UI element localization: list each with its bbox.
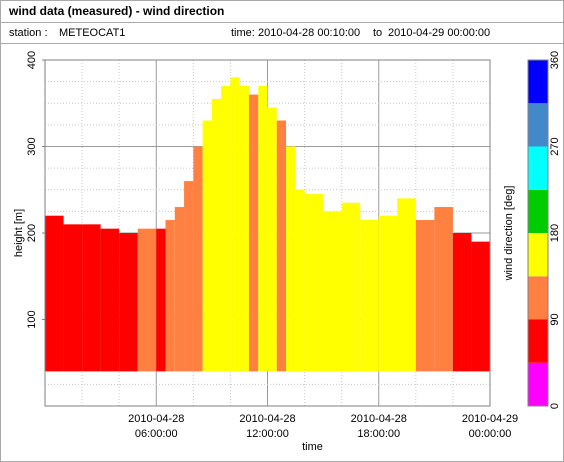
colorbar-tick-label: 180 — [549, 224, 561, 242]
data-cell — [286, 146, 296, 372]
colorbar-swatch — [528, 103, 548, 147]
y-tick-label: 300 — [26, 137, 38, 155]
colorbar-swatch — [528, 319, 548, 363]
data-cell — [184, 181, 194, 372]
data-cell — [295, 189, 305, 372]
y-tick-label: 400 — [26, 51, 38, 69]
time-to: 2010-04-29 00:00:00 — [388, 27, 491, 39]
x-tick-label-time: 06:00:00 — [135, 428, 178, 440]
x-tick-label-time: 12:00:00 — [246, 428, 289, 440]
data-cell — [323, 211, 342, 372]
colorbar-label: wind direction [deg] — [503, 186, 515, 282]
time-to-word: to — [373, 27, 383, 39]
colorbar-tick-label: 360 — [549, 51, 561, 69]
x-axis: 2010-04-28 06:00:00 2010-04-28 12:00:00 2010… — [128, 413, 518, 440]
data-cells — [45, 77, 490, 372]
colorbar-tick-label: 90 — [549, 313, 561, 325]
data-cell — [239, 85, 249, 372]
x-tick-label-date: 2010-04-28 — [128, 413, 184, 425]
data-cell — [230, 77, 240, 372]
y-tick-label: 200 — [26, 224, 38, 242]
data-cell — [415, 220, 435, 372]
colorbar-swatch — [528, 276, 548, 320]
colorbar-swatch — [528, 189, 548, 233]
data-cell — [304, 194, 324, 372]
x-tick-label-date: 2010-04-28 — [351, 413, 407, 425]
x-tick-label-time: 00:00:00 — [469, 428, 512, 440]
data-cell — [119, 233, 138, 372]
data-cell — [341, 202, 361, 372]
data-cell — [258, 85, 268, 372]
colorbar-border — [527, 59, 549, 407]
data-cell — [378, 215, 398, 372]
data-cell — [221, 85, 231, 372]
y-tick-label: 100 — [26, 310, 38, 328]
data-cell — [63, 224, 83, 372]
y-axis-label: height [m] — [13, 209, 25, 257]
data-cell — [174, 207, 185, 372]
data-cell — [434, 207, 453, 372]
info-bar: station : METEOCAT1 time: 2010-04-28 00:… — [1, 23, 563, 44]
data-cell — [165, 220, 175, 372]
data-cell — [193, 146, 203, 372]
plot-area — [44, 59, 491, 407]
x-tick-label-time: 18:00:00 — [357, 428, 400, 440]
x-tick-label-date: 2010-04-29 — [462, 413, 518, 425]
x-tick-label-date: 2010-04-28 — [239, 413, 295, 425]
chart-title: wind data (measured) - wind direction — [9, 4, 225, 18]
data-cell — [211, 98, 222, 372]
colorbar-swatch — [528, 362, 548, 406]
data-cell — [452, 233, 472, 372]
title-bar: wind data (measured) - wind direction — [1, 1, 563, 23]
data-cell — [202, 120, 212, 372]
x-axis-label: time — [302, 441, 323, 453]
y-axis: 100 200 300 400 — [26, 51, 45, 329]
colorbar-swatch — [528, 146, 548, 190]
data-cell — [82, 224, 101, 372]
data-cell — [471, 241, 490, 372]
data-cell — [267, 107, 277, 372]
data-cell — [397, 198, 416, 372]
colorbar: 0 90 180 270 360 — [527, 51, 561, 409]
colorbar-swatch — [528, 233, 548, 277]
data-cell — [156, 228, 166, 372]
colorbar-tick-label: 270 — [549, 137, 561, 155]
data-cell — [276, 120, 287, 372]
station-label: station : — [9, 27, 48, 39]
data-cell — [100, 228, 120, 372]
time-from: 2010-04-28 00:10:00 — [258, 27, 361, 39]
data-cell — [248, 94, 259, 372]
data-cell — [137, 228, 157, 372]
colorbar-tick-label: 0 — [549, 403, 561, 409]
colorbar-swatch — [528, 60, 548, 104]
time-label: time: — [231, 27, 255, 39]
data-cell — [45, 215, 64, 372]
station-value: METEOCAT1 — [59, 27, 126, 39]
data-cell — [360, 220, 379, 372]
